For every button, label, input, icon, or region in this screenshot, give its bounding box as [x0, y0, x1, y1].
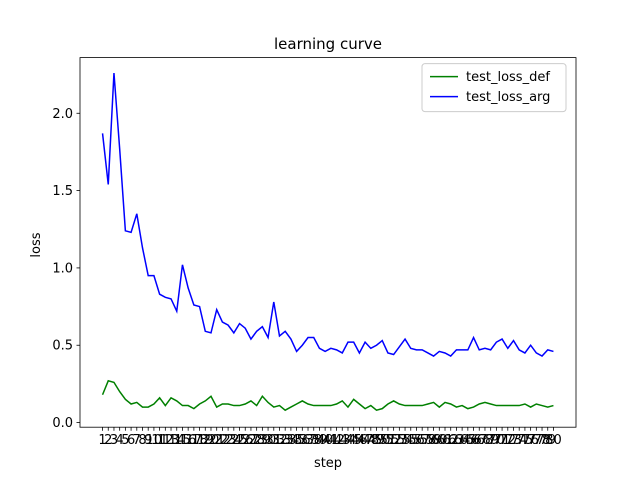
plot-frame	[79, 57, 577, 428]
x-tick-label: 13	[163, 433, 180, 448]
x-tick-label: 52	[385, 433, 402, 448]
x-tick-label: 39	[311, 433, 328, 448]
x-tick-label: 80	[545, 433, 562, 448]
x-tick-label: 67	[471, 433, 488, 448]
x-tick-label: 30	[260, 433, 277, 448]
x-tick-label: 8	[138, 433, 146, 448]
x-tick-label: 57	[414, 433, 431, 448]
x-tick-label: 7	[133, 433, 141, 448]
x-tick-label: 31	[266, 433, 283, 448]
x-tick-label: 22	[214, 433, 231, 448]
x-tick-label: 17	[186, 433, 203, 448]
x-tick-label: 27	[243, 433, 260, 448]
x-tick-label: 29	[254, 433, 271, 448]
x-tick-label: 18	[191, 433, 208, 448]
x-tick-label: 77	[528, 433, 545, 448]
x-tick-label: 10	[146, 433, 163, 448]
x-tick-label: 74	[511, 433, 528, 448]
x-tick-label: 73	[505, 433, 522, 448]
x-tick-label: 41	[323, 433, 340, 448]
x-tick-label: 54	[397, 433, 414, 448]
x-tick-label: 75	[517, 433, 534, 448]
y-axis-label: loss	[29, 232, 44, 257]
line-series	[101, 379, 554, 412]
y-tick-label: 1.0	[52, 261, 73, 276]
x-tick-label: 28	[248, 433, 265, 448]
x-tick-label: 26	[237, 433, 254, 448]
x-tick-label: 23	[220, 433, 237, 448]
x-tick-label: 45	[345, 433, 362, 448]
x-tick-label: 58	[420, 433, 437, 448]
y-tick-label: 0.5	[52, 339, 73, 354]
x-tick-label: 1	[98, 433, 106, 448]
legend-box	[421, 63, 567, 113]
x-tick-label: 69	[482, 433, 499, 448]
x-tick-label: 12	[157, 433, 174, 448]
x-tick-label: 70	[488, 433, 505, 448]
x-tick-label: 46	[351, 433, 368, 448]
x-tick-label: 33	[277, 433, 294, 448]
chart-title: learning curve	[274, 35, 382, 53]
y-tick-label: 0.0	[52, 416, 73, 431]
x-tick-label: 62	[442, 433, 459, 448]
x-tick-label: 36	[294, 433, 311, 448]
x-tick-label: 9	[144, 433, 152, 448]
x-tick-label: 56	[408, 433, 425, 448]
x-tick-label: 2	[104, 433, 112, 448]
legend-label: test_loss_arg	[466, 90, 550, 105]
y-tick-label: 2.0	[52, 107, 73, 122]
x-tick-label: 78	[534, 433, 551, 448]
x-tick-label: 61	[437, 433, 454, 448]
x-tick-label: 79	[539, 433, 556, 448]
y-tick-label: 1.5	[52, 184, 73, 199]
x-tick-label: 71	[494, 433, 511, 448]
line-series	[101, 73, 554, 358]
x-tick-label: 35	[288, 433, 305, 448]
x-tick-label: 6	[127, 433, 135, 448]
x-tick-label: 64	[454, 433, 471, 448]
x-tick-label: 47	[357, 433, 374, 448]
x-tick-label: 60	[431, 433, 448, 448]
x-tick-label: 72	[500, 433, 517, 448]
x-tick-label: 42	[328, 433, 345, 448]
legend: test_loss_def test_loss_arg	[421, 63, 567, 113]
x-tick-label: 21	[208, 433, 225, 448]
x-tick-label: 14	[168, 433, 185, 448]
x-tick-label: 5	[121, 433, 129, 448]
x-tick-label: 55	[402, 433, 419, 448]
x-tick-label: 51	[380, 433, 397, 448]
x-tick-label: 25	[231, 433, 248, 448]
x-tick-label: 66	[465, 433, 482, 448]
x-tick-label: 43	[334, 433, 351, 448]
x-tick-label: 48	[363, 433, 380, 448]
x-tick-label: 49	[368, 433, 385, 448]
x-tick-label: 40	[317, 433, 334, 448]
x-tick-label: 24	[226, 433, 243, 448]
x-tick-label: 37	[300, 433, 317, 448]
x-tick-label: 34	[283, 433, 300, 448]
x-tick-label: 16	[180, 433, 197, 448]
x-tick-label: 15	[174, 433, 191, 448]
x-tick-label: 68	[477, 433, 494, 448]
x-tick-label: 3	[110, 433, 118, 448]
x-tick-label: 4	[116, 433, 124, 448]
x-tick-label: 53	[391, 433, 408, 448]
x-tick-label: 63	[448, 433, 465, 448]
x-tick-label: 11	[151, 433, 168, 448]
x-tick-label: 59	[425, 433, 442, 448]
x-tick-label: 38	[305, 433, 322, 448]
x-tick-label: 50	[374, 433, 391, 448]
x-tick-label: 44	[340, 433, 357, 448]
x-tick-label: 20	[203, 433, 220, 448]
x-tick-label: 32	[271, 433, 288, 448]
x-tick-label: 65	[460, 433, 477, 448]
x-tick-label: 76	[522, 433, 539, 448]
x-axis-label: step	[314, 456, 342, 471]
legend-label: test_loss_def	[466, 70, 550, 85]
x-tick-label: 19	[197, 433, 214, 448]
